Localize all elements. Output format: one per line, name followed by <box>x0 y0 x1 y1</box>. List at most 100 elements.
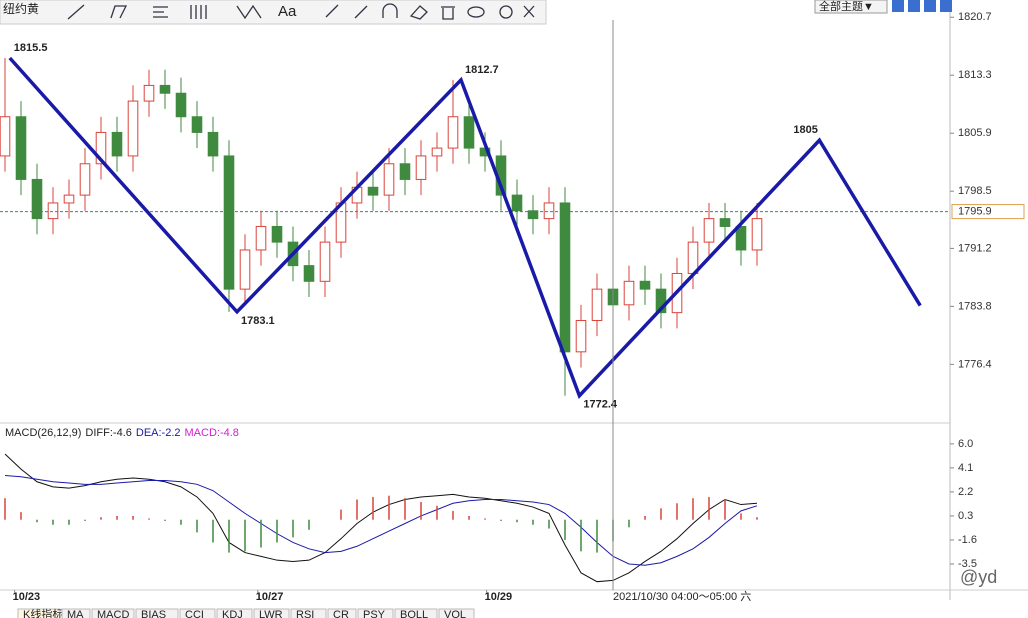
theme-box[interactable] <box>814 0 888 14</box>
y-tick-label: -1.6 <box>958 534 977 546</box>
candle-body <box>431 147 443 157</box>
tab-label[interactable]: BOLL <box>400 609 428 618</box>
tab-label[interactable]: RSI <box>296 609 314 618</box>
candle-body <box>319 241 331 282</box>
candle-body <box>143 84 155 102</box>
pattern-tool[interactable] <box>236 4 262 20</box>
theme-select[interactable]: 全部主题▼ <box>819 0 874 13</box>
macd-readout: MACD:-4.8 <box>185 427 239 439</box>
eye-tool[interactable] <box>467 6 485 18</box>
tab-label[interactable]: K线指标 <box>23 607 63 618</box>
btn[interactable] <box>940 0 952 12</box>
y-tick-label: 1783.8 <box>958 300 992 312</box>
window-buttons[interactable] <box>892 0 952 12</box>
candle-body <box>623 280 635 306</box>
tab-label[interactable]: BIAS <box>141 609 166 618</box>
btn[interactable] <box>924 0 936 12</box>
tab[interactable] <box>179 608 216 618</box>
crosshair-label: 2021/10/30 04:00～05:00 六 <box>613 590 751 603</box>
magnet-tool[interactable] <box>382 3 398 18</box>
pen-tool[interactable] <box>354 5 368 19</box>
y-tick-label: 1805.9 <box>958 127 992 139</box>
candle-body <box>639 280 651 290</box>
channel-tool[interactable] <box>190 5 207 19</box>
macd-panel <box>4 453 758 583</box>
macd-title: MACD(26,12,9) DIFF:-4.6 DEA:-2.2 MACD:-4.8 <box>5 427 239 439</box>
y-tick-label: 1776.4 <box>958 358 992 370</box>
tab[interactable] <box>17 608 61 618</box>
candle-body <box>31 178 43 220</box>
tab-label[interactable]: PSY <box>363 609 386 618</box>
y-tick-label: 2.2 <box>958 486 973 498</box>
candle-body <box>543 202 555 220</box>
candle-body <box>159 84 171 94</box>
tab-label[interactable]: LWR <box>259 609 283 618</box>
candle-body <box>223 155 235 290</box>
candle-body <box>511 194 523 212</box>
pivot-label: 1772.4 <box>583 399 618 411</box>
watermark: @yd <box>960 567 997 587</box>
tab[interactable] <box>290 608 327 618</box>
fib-tool[interactable] <box>153 6 168 18</box>
tab[interactable] <box>91 608 135 618</box>
tab-label[interactable]: MA <box>67 609 84 618</box>
font-tool[interactable]: Aa <box>278 3 297 20</box>
candle-body <box>575 319 587 353</box>
tab-label[interactable]: VOL <box>444 609 466 618</box>
eraser-tool[interactable] <box>409 5 428 20</box>
btn[interactable] <box>892 0 904 12</box>
macd-line <box>4 453 758 583</box>
y-tick-label: 1798.5 <box>958 185 992 197</box>
tab-label[interactable]: CCI <box>185 609 204 618</box>
tab[interactable] <box>61 608 91 618</box>
poly-tool[interactable] <box>110 5 128 19</box>
tab[interactable] <box>327 608 357 618</box>
macd-name: MACD(26,12,9) <box>5 427 81 439</box>
candle-body <box>207 131 219 157</box>
tab[interactable] <box>394 608 438 618</box>
main-panel <box>0 57 763 396</box>
tool-icons[interactable] <box>67 3 535 20</box>
x-tick-label: 10/23 <box>13 591 41 603</box>
y-tick-label: 0.3 <box>958 510 973 522</box>
candle-body <box>0 116 11 157</box>
macd-line <box>4 474 758 566</box>
candle-body <box>303 265 315 282</box>
tab[interactable] <box>135 608 179 618</box>
pivot-label: 1812.7 <box>465 64 499 76</box>
toolbar: 纽约黄 Aa <box>0 0 547 25</box>
candle-body <box>703 218 715 243</box>
tab[interactable] <box>253 608 290 618</box>
tab-label[interactable]: KDJ <box>222 609 243 618</box>
pivot-label: 1783.1 <box>241 315 275 327</box>
tab[interactable] <box>216 608 253 618</box>
x-tick-label: 10/29 <box>485 591 513 603</box>
candle-body <box>383 163 395 196</box>
candle-body <box>63 194 75 204</box>
candle-body <box>191 116 203 133</box>
candle-body <box>367 186 379 196</box>
candle-body <box>415 155 427 180</box>
close-tool[interactable] <box>523 5 535 18</box>
delete-tool[interactable] <box>441 6 455 20</box>
tab-label[interactable]: MACD <box>97 609 129 618</box>
ruler-tool[interactable] <box>325 4 339 18</box>
y-tick-label: 1813.3 <box>958 69 992 81</box>
candle-body <box>111 131 123 157</box>
tab[interactable] <box>438 608 475 618</box>
tab[interactable] <box>357 608 394 618</box>
y-tick-label: 6.0 <box>958 438 973 450</box>
last-price-box <box>951 204 1025 220</box>
btn[interactable] <box>908 0 920 12</box>
pivot-label: 1815.5 <box>14 42 48 54</box>
tab-label[interactable]: CR <box>333 609 349 618</box>
last-price-label: 1795.9 <box>958 205 992 217</box>
settings-tool[interactable] <box>499 5 513 19</box>
candle-body <box>127 100 139 157</box>
candle-body <box>655 288 667 314</box>
macd-readout: DEA:-2.2 <box>136 427 181 439</box>
y-tick-label: 1820.7 <box>958 11 992 23</box>
candle-body <box>95 131 107 165</box>
line-tool[interactable] <box>67 4 85 20</box>
